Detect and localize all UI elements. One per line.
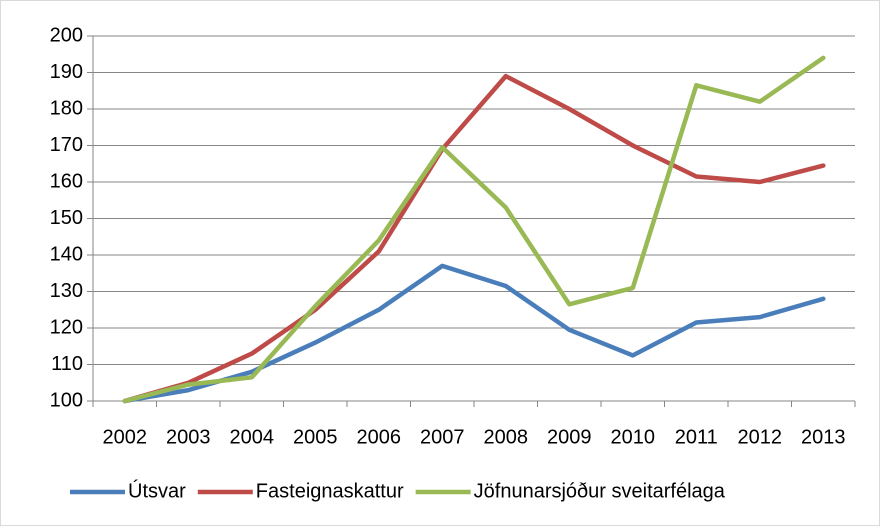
- y-tick-label: 100: [50, 389, 83, 411]
- x-tick-label: 2011: [675, 426, 718, 448]
- series-line: [122, 73, 826, 404]
- x-tick-label: 2007: [420, 426, 465, 448]
- y-tick-label: 200: [50, 24, 83, 46]
- y-tick-label: 120: [50, 316, 83, 338]
- x-tick-label: 2012: [738, 426, 783, 448]
- x-tick-label: 2009: [547, 426, 592, 448]
- series-line: [122, 55, 826, 404]
- x-tick-label: 2013: [801, 426, 846, 448]
- legend-label: Útsvar: [128, 479, 186, 502]
- y-tick-label: 130: [50, 280, 83, 302]
- y-tick-label: 170: [50, 134, 83, 156]
- legend-label: Fasteignaskattur: [256, 480, 404, 502]
- y-tick-label: 150: [50, 207, 83, 229]
- x-tick-label: 2002: [103, 426, 148, 448]
- series-line: [122, 263, 826, 404]
- x-tick-label: 2008: [484, 426, 529, 448]
- y-tick-label: 140: [50, 243, 83, 265]
- y-tick-label: 160: [50, 170, 83, 192]
- x-tick-label: 2003: [166, 426, 211, 448]
- legend-label: Jöfnunarsjóður sveitarfélaga: [474, 480, 726, 502]
- x-tick-label: 2006: [357, 426, 402, 448]
- y-tick-label: 190: [50, 61, 83, 83]
- x-tick-label: 2010: [611, 426, 656, 448]
- x-tick-label: 2005: [293, 426, 338, 448]
- y-tick-label: 180: [50, 97, 83, 119]
- y-tick-label: 110: [51, 353, 83, 375]
- x-tick-label: 2004: [230, 426, 275, 448]
